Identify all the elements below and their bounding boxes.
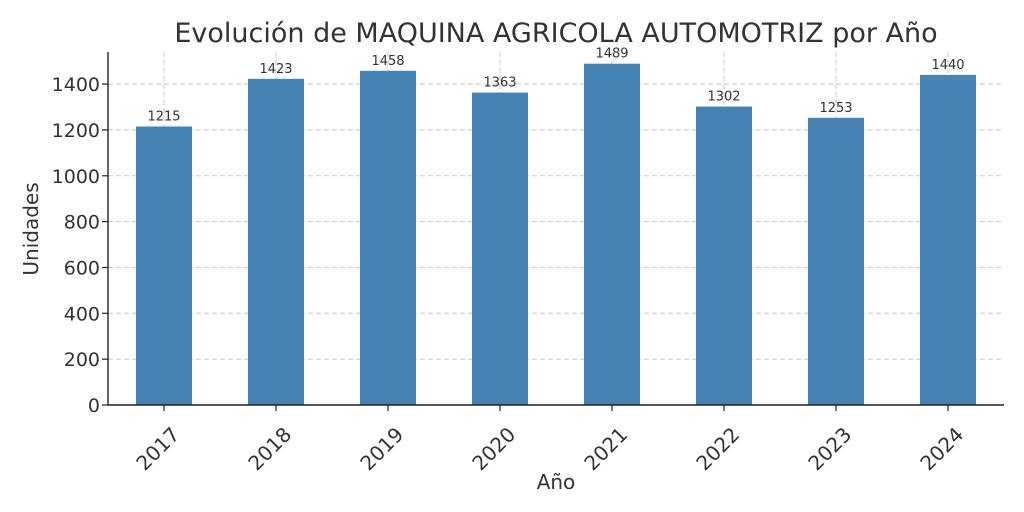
grid-layer bbox=[108, 52, 1004, 406]
y-tick-label: 800 bbox=[64, 212, 100, 234]
x-tick-label: 2019 bbox=[355, 422, 408, 475]
bar-2021 bbox=[584, 63, 640, 406]
bar-2017 bbox=[136, 126, 192, 405]
y-tick-label: 200 bbox=[64, 349, 100, 371]
x-tick-label: 2023 bbox=[803, 422, 856, 475]
data-label: 1363 bbox=[483, 76, 516, 91]
y-tick-label: 1200 bbox=[52, 120, 100, 142]
x-tick-layer: 2017 2018 2019 2020 2021 2022 2023 2024 bbox=[131, 405, 968, 475]
data-label: 1215 bbox=[147, 109, 180, 124]
bar-layer bbox=[136, 63, 976, 406]
y-tick-label: 1000 bbox=[52, 166, 100, 188]
data-label: 1458 bbox=[371, 54, 404, 69]
y-axis-label: Unidades bbox=[19, 182, 43, 275]
x-tick-label: 2022 bbox=[691, 422, 744, 475]
y-tick-label: 0 bbox=[88, 395, 100, 417]
y-tick-layer: 0 200 400 600 800 1000 1200 1400 bbox=[52, 74, 108, 417]
bar-2020 bbox=[472, 92, 528, 405]
bar-2022 bbox=[696, 106, 752, 406]
data-label: 1423 bbox=[259, 62, 292, 77]
data-label: 1440 bbox=[931, 58, 964, 73]
y-tick-label: 400 bbox=[64, 303, 100, 325]
x-tick-label: 2020 bbox=[467, 422, 520, 475]
bar-2019 bbox=[360, 70, 416, 405]
x-axis-label: Año bbox=[537, 470, 576, 494]
axis-layer bbox=[107, 52, 1004, 406]
bar-2018 bbox=[248, 78, 304, 405]
x-tick-label: 2024 bbox=[915, 422, 968, 475]
x-tick-label: 2017 bbox=[131, 422, 184, 475]
chart-title: Evolución de MAQUINA AGRICOLA AUTOMOTRIZ… bbox=[174, 18, 937, 49]
y-tick-label: 1400 bbox=[52, 74, 100, 96]
data-label: 1489 bbox=[595, 47, 628, 62]
data-label: 1302 bbox=[707, 90, 740, 105]
bar-2023 bbox=[808, 117, 864, 405]
x-tick-label: 2018 bbox=[243, 422, 296, 475]
y-tick-label: 600 bbox=[64, 257, 100, 279]
data-label-layer: 1215 1423 1458 1363 1489 1302 1253 1440 bbox=[147, 47, 964, 125]
x-tick-label: 2021 bbox=[579, 422, 632, 475]
data-label: 1253 bbox=[819, 101, 852, 116]
bar-2024 bbox=[920, 74, 976, 405]
